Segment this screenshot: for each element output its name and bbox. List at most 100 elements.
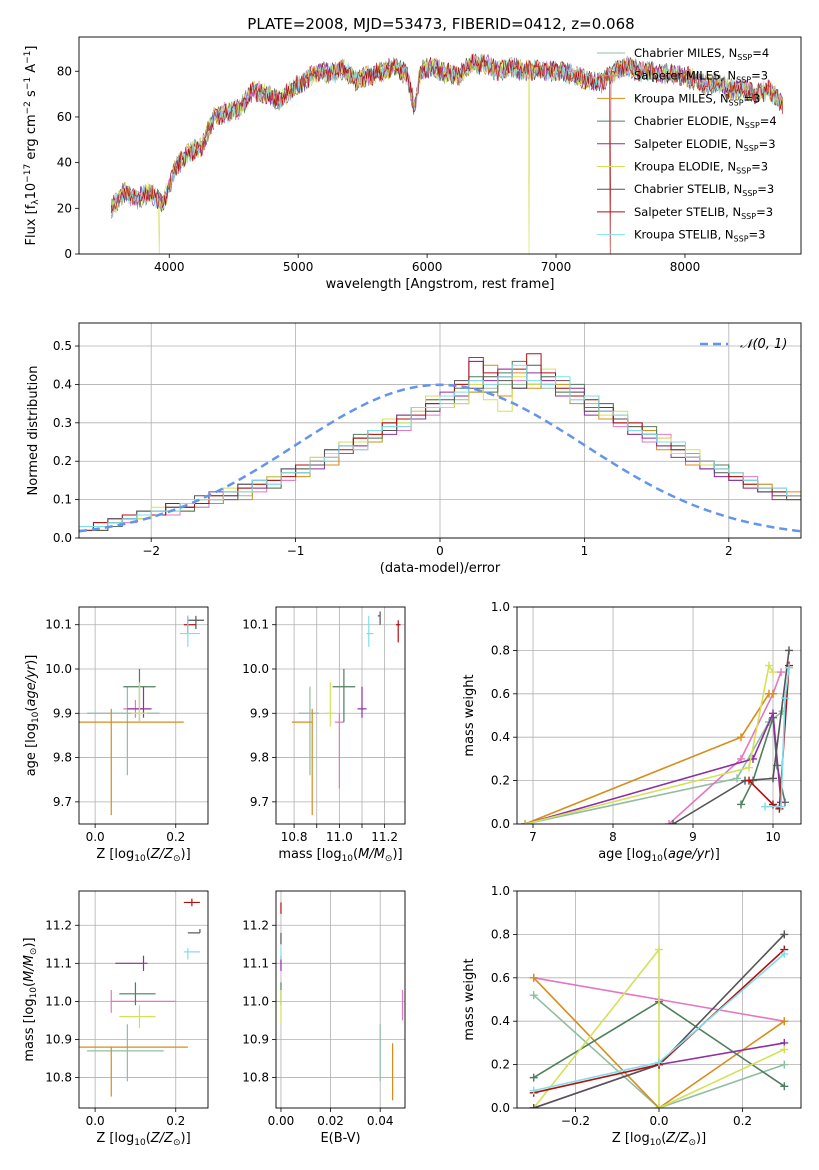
data-point: [87, 686, 160, 776]
label-part: )]: [710, 847, 720, 862]
legend-name: Kroupa ELODIE, N: [634, 160, 736, 174]
tick-label-y: 9.8: [53, 751, 72, 765]
legend-name: Chabrier STELIB, N: [634, 182, 742, 196]
weight-marker: [769, 774, 777, 783]
tick-label-y: 11.0: [45, 994, 72, 1008]
label-part: mass [log: [278, 847, 341, 862]
axis-label-y: mass weight: [462, 958, 477, 1040]
weight-marker: [777, 802, 785, 811]
normal-curve: [78, 383, 802, 533]
label-sub: 10: [134, 1138, 146, 1148]
tick-label-x: 0.2: [166, 830, 185, 844]
tick-label-y: 0: [64, 247, 72, 261]
data-point: [334, 713, 344, 789]
weight-marker: [655, 1104, 663, 1108]
weight-marker: [529, 1073, 538, 1082]
label-sub: ⊙: [173, 854, 181, 864]
tick-label-x: 0.0: [649, 1114, 668, 1128]
label-part: age [log: [598, 847, 651, 862]
tick-label-y: 10.8: [45, 1071, 72, 1085]
legend-sub: SSP: [734, 235, 749, 244]
tick-label-x: 1: [581, 544, 589, 558]
label-part: mass [log: [22, 998, 37, 1061]
axis-label-x: (data-model)/error: [380, 561, 501, 576]
label-part: λ: [31, 199, 41, 205]
data-point: [179, 615, 200, 647]
label-sub: 10: [650, 1138, 662, 1148]
weight-marker: [665, 820, 673, 824]
weight-marker: [669, 820, 677, 824]
axes-frame: [516, 606, 802, 825]
tick-label-y: 11.1: [242, 956, 269, 970]
tick-label-y: 40: [57, 156, 72, 170]
tick-label-y: 0.6: [491, 971, 510, 985]
tick-label-x: 0: [436, 544, 444, 558]
label-part: Z [log: [96, 847, 134, 862]
tick-label-y: 0.4: [491, 730, 510, 744]
weight-marker: [655, 1058, 663, 1067]
tick-label-y: 10.9: [242, 1032, 269, 1046]
label-part: −2: [23, 101, 33, 114]
axis-label-y: Normed distribution: [26, 366, 41, 496]
data-point: [110, 989, 176, 1013]
tick-label-x: −1: [287, 544, 305, 558]
tick-label-y: 11.2: [45, 918, 72, 932]
label-part: (: [663, 847, 668, 862]
axes-mass-weight-vs-age: 7 8 9 10 0.0 0.2 0.4 0.6 0.8 1.0: [491, 600, 801, 844]
legend-sub: SSP: [744, 144, 759, 153]
weight-marker: [769, 689, 777, 698]
tick-label-y: 0.2: [491, 774, 510, 788]
tick-label-x: 11.2: [371, 830, 398, 844]
spectrum-line: [110, 55, 783, 254]
axis-label-y: mass [log10(M/M⊙)]: [22, 937, 39, 1061]
label-part: (: [146, 1131, 151, 1146]
axis-label-x: wavelength [Angstrom, rest frame]: [326, 277, 555, 292]
weight-line: [524, 710, 784, 824]
weight-marker: [737, 800, 745, 809]
weight-marker: [761, 802, 769, 811]
legend-n: =3: [751, 160, 768, 174]
data-point: [187, 615, 204, 630]
label-sub: 10: [342, 854, 354, 864]
tick-label-y: 10.1: [242, 618, 269, 632]
label-sub: ⊙: [29, 948, 39, 956]
label-part: (: [22, 982, 37, 987]
axes-frame: [275, 606, 406, 825]
tick-label-x: 8: [609, 830, 617, 844]
label-part: 10: [24, 183, 39, 200]
data-point: [183, 615, 196, 634]
weight-marker: [780, 1045, 789, 1054]
data-point: [377, 611, 381, 625]
axis-label-y: mass weight: [462, 674, 477, 756]
tick-label-y: 0.8: [491, 927, 510, 941]
tick-label-y: 0.3: [53, 416, 72, 430]
tick-label-y: 1.0: [491, 600, 510, 614]
label-italic: Z/Z: [150, 1131, 174, 1146]
tick-label-y: 10.0: [242, 662, 269, 676]
weight-marker: [780, 1060, 789, 1069]
tick-label-y: 0.4: [53, 377, 72, 391]
weight-line: [524, 692, 773, 824]
tick-label-y: 9.8: [250, 751, 269, 765]
weight-marker: [785, 646, 793, 655]
tick-label-y: 0.0: [491, 817, 510, 831]
axis-label-x: Z [log10(Z/Z⊙)]: [96, 847, 190, 864]
data-point: [79, 708, 184, 816]
tick-label-y: 0.5: [53, 339, 72, 353]
axes-frame: [516, 890, 802, 1109]
tick-label-x: 0.2: [166, 1114, 185, 1128]
axis-label-x: age [log10(age/yr)]: [598, 847, 720, 864]
label-part: (: [353, 847, 358, 862]
tick-label-y: 0.0: [491, 1101, 510, 1115]
data-point: [325, 682, 335, 727]
data-point: [115, 955, 148, 971]
tick-label-y: 60: [57, 110, 72, 124]
legend-sub: SSP: [745, 121, 760, 130]
data-point: [79, 1046, 188, 1097]
weight-line: [524, 663, 774, 824]
tick-label-y: 10.1: [45, 618, 72, 632]
weight-marker: [733, 774, 741, 783]
label-part: )]: [696, 1131, 706, 1146]
label-part: )]: [24, 655, 39, 665]
data-point: [187, 929, 201, 934]
